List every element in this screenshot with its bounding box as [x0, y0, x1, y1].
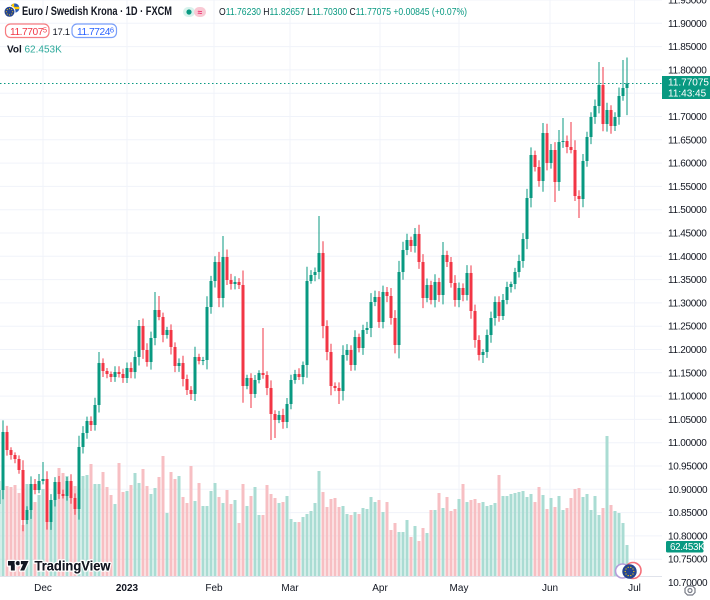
svg-text:11.30000: 11.30000 [668, 298, 707, 309]
svg-text:10.80000: 10.80000 [668, 531, 708, 542]
svg-text:O11.76230 H11.82657 L11.70300: O11.76230 H11.82657 L11.70300 C11.77075 … [219, 6, 467, 18]
svg-text:11.55000: 11.55000 [668, 182, 707, 193]
svg-text:11.85000: 11.85000 [668, 42, 707, 53]
svg-text:TradingView: TradingView [35, 559, 111, 574]
svg-text:TradingView: TradingView [35, 559, 111, 574]
svg-text:10.90000: 10.90000 [668, 485, 708, 496]
svg-text:Jun: Jun [542, 583, 558, 594]
svg-text:11.15000: 11.15000 [668, 368, 707, 379]
svg-text:Jul: Jul [628, 583, 641, 594]
svg-text:11.77246: 11.77246 [77, 26, 114, 39]
svg-text:11.70000: 11.70000 [668, 112, 707, 123]
svg-text:11.40000: 11.40000 [668, 252, 707, 263]
svg-text:Feb: Feb [205, 583, 223, 594]
svg-text:10.70000: 10.70000 [668, 578, 708, 589]
svg-text:11.05000: 11.05000 [668, 415, 707, 426]
svg-text:11.25000: 11.25000 [668, 322, 707, 333]
svg-text:62.453K: 62.453K [670, 542, 705, 553]
svg-text:11.60000: 11.60000 [668, 159, 707, 170]
svg-text:11.77075: 11.77075 [668, 78, 709, 89]
svg-text:Euro / Swedish Krona · 1D · FX: Euro / Swedish Krona · 1D · FXCM [22, 6, 172, 18]
svg-text:Mar: Mar [281, 583, 299, 594]
svg-text:Apr: Apr [372, 583, 388, 594]
svg-text:11.95000: 11.95000 [668, 0, 707, 7]
svg-text:11.77075: 11.77075 [10, 26, 47, 39]
svg-text:2023: 2023 [116, 583, 139, 594]
svg-text:11.50000: 11.50000 [668, 205, 707, 216]
svg-text:10.75000: 10.75000 [668, 555, 708, 566]
svg-text:10.85000: 10.85000 [668, 508, 708, 519]
svg-text:11.90000: 11.90000 [668, 19, 707, 30]
svg-text:11.10000: 11.10000 [668, 392, 707, 403]
svg-text:11.65000: 11.65000 [668, 135, 707, 146]
svg-text:11:43:45: 11:43:45 [668, 89, 707, 100]
svg-text:11.45000: 11.45000 [668, 229, 707, 240]
svg-text:Dec: Dec [34, 583, 52, 594]
svg-text:Vol: Vol [7, 45, 22, 56]
svg-text:≈: ≈ [198, 8, 203, 17]
svg-text:62.453K: 62.453K [25, 45, 63, 56]
svg-text:10.95000: 10.95000 [668, 462, 708, 473]
svg-text:May: May [450, 583, 469, 594]
svg-text:17.1: 17.1 [53, 27, 70, 38]
svg-text:11.35000: 11.35000 [668, 275, 707, 286]
svg-text:11.80000: 11.80000 [668, 65, 707, 76]
svg-text:11.00000: 11.00000 [668, 438, 707, 449]
svg-text:11.20000: 11.20000 [668, 345, 707, 356]
